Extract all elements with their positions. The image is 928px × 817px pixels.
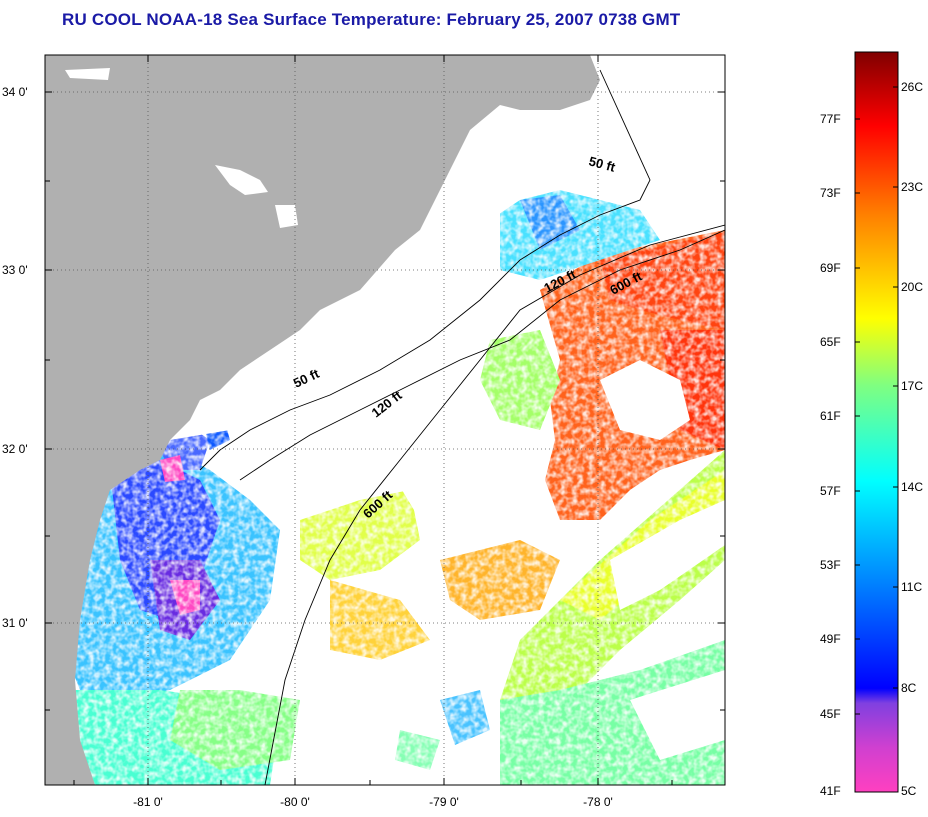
map-frame <box>44 54 726 786</box>
colorbar-f-label: 61F <box>820 409 841 423</box>
colorbar-f-label: 57F <box>820 484 841 498</box>
colorbar-c-label: 8C <box>901 681 917 695</box>
lon-label: -78 0' <box>583 795 613 809</box>
colorbar: 77F 73F 69F 65F 61F 57F 53F 49F 45F 41F … <box>820 51 923 798</box>
colorbar-c-label: 26C <box>901 80 923 94</box>
isobath-600ft <box>264 224 725 785</box>
land <box>45 55 600 785</box>
colorbar-f-label: 45F <box>820 707 841 721</box>
lon-label: -79 0' <box>429 795 459 809</box>
colorbar-c-label: 14C <box>901 480 923 494</box>
lon-label: -80 0' <box>280 795 310 809</box>
colorbar-f-label: 77F <box>820 112 841 126</box>
colorbar-scale <box>854 51 899 793</box>
graticule <box>45 55 725 785</box>
colorbar-f-label: 65F <box>820 335 841 349</box>
lat-label: 34 0' <box>2 85 28 99</box>
isobaths <box>199 69 725 785</box>
contour-label-50ft: 50 ft <box>587 153 617 175</box>
colorbar-c-label: 5C <box>901 784 917 798</box>
colorbar-c-label: 11C <box>901 580 922 594</box>
lat-label: 31 0' <box>2 616 28 630</box>
isobath-50ft <box>199 69 651 471</box>
colorbar-f-label: 53F <box>820 558 841 572</box>
colorbar-f-label: 49F <box>820 632 841 646</box>
lon-label: -81 0' <box>133 795 163 809</box>
colorbar-c-label: 23C <box>901 180 923 194</box>
lat-label: 32 0' <box>2 442 28 456</box>
colorbar-f-label: 73F <box>820 186 841 200</box>
isobath-120ft <box>239 229 725 481</box>
tick-marks <box>45 55 725 785</box>
colorbar-c-label: 17C <box>901 379 923 393</box>
colorbar-f-label: 69F <box>820 261 841 275</box>
lat-label: 33 0' <box>2 263 28 277</box>
colorbar-c-label: 20C <box>901 280 923 294</box>
map-title: RU COOL NOAA-18 Sea Surface Temperature:… <box>62 10 681 29</box>
colorbar-f-label: 41F <box>820 784 841 798</box>
